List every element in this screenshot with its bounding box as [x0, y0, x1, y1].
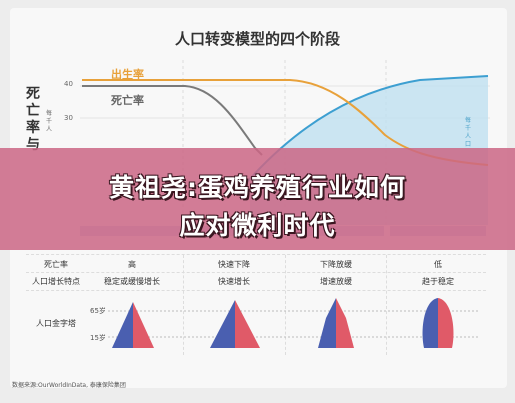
- cell-death-3: 下降放缓: [320, 260, 352, 269]
- chart-title: 人口转变模型的四个阶段: [174, 30, 340, 48]
- pyramid-stage-3: [318, 298, 354, 348]
- cell-death-4: 低: [434, 260, 442, 269]
- cell-growth-2: 快速增长: [218, 277, 250, 286]
- cell-growth-1: 稳定或缓慢增长: [104, 277, 160, 286]
- table-divider-3: [26, 290, 486, 291]
- cell-death-1: 高: [128, 260, 136, 269]
- age-label-15: 15岁: [90, 334, 106, 342]
- pyramid-stage-2: [210, 300, 260, 348]
- cell-growth-3: 增速放缓: [320, 277, 352, 286]
- death-rate-line: [82, 85, 263, 156]
- age-label-65: 65岁: [90, 307, 106, 315]
- legend-death-rate: 死亡率: [111, 94, 144, 107]
- y-axis-sublabel: 每千人: [46, 110, 53, 133]
- row-label-death-rate: 死亡率: [44, 260, 68, 269]
- table-divider-1: [26, 254, 486, 255]
- row-label-growth: 人口增长特点: [32, 277, 80, 286]
- pyramid-stage-4: [422, 298, 454, 348]
- table-divider-2: [26, 272, 486, 273]
- cell-death-2: 快速下降: [218, 260, 250, 269]
- table-col-divider-1: [183, 255, 184, 355]
- right-axis-label: 每千人口: [465, 117, 472, 148]
- legend-birth-rate: 出生率: [111, 68, 144, 81]
- source-note: 数据来源:OurWorldInData, 泰康保险集团: [12, 382, 126, 389]
- row-label-pyramid: 人口金字塔: [36, 319, 76, 328]
- table-col-divider-3: [386, 255, 387, 355]
- headline-line-1: 黄祖尧:蛋鸡养殖行业如何: [109, 173, 406, 202]
- headline-banner: [0, 148, 515, 250]
- y-tick-30: 30: [64, 114, 73, 122]
- pyramid-stage-1: [112, 302, 154, 348]
- table-col-divider-2: [285, 255, 286, 355]
- y-tick-40: 40: [64, 80, 73, 88]
- headline-line-2: 应对微利时代: [179, 211, 336, 240]
- cell-growth-4: 趋于稳定: [422, 277, 454, 286]
